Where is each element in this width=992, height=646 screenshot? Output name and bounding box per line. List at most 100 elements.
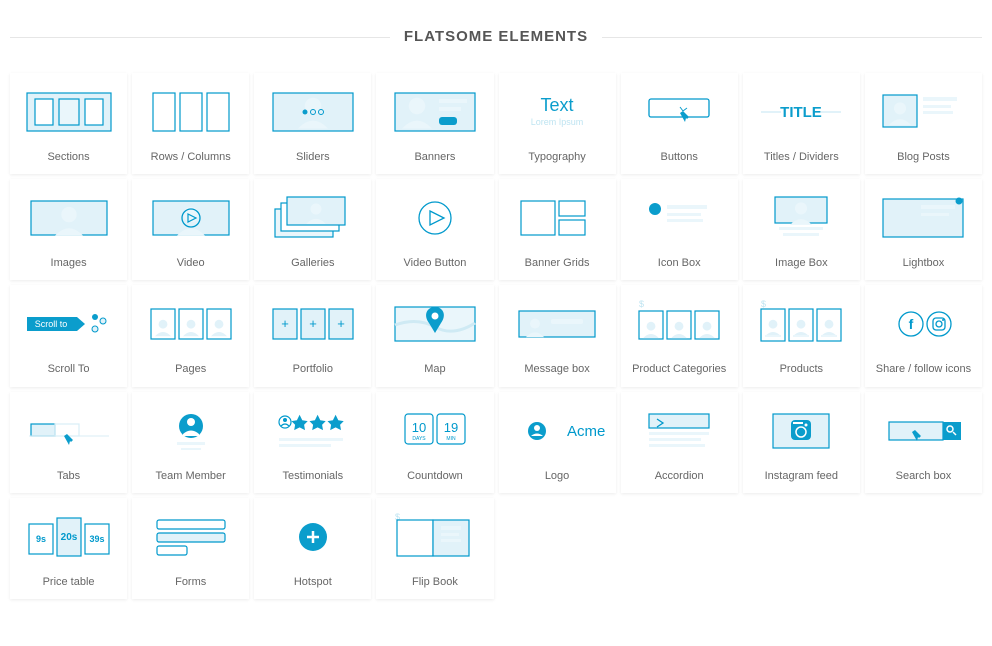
element-card-search-box[interactable]: Search box [865, 392, 982, 493]
element-card-flip-book[interactable]: $ Flip Book [376, 498, 493, 599]
element-card-scroll-to[interactable]: Scroll to Scroll To [10, 285, 127, 386]
elements-grid: Sections Rows / Columns Sliders Banners … [10, 73, 982, 599]
instagram-feed-icon [743, 392, 860, 464]
element-card-map[interactable]: Map [376, 285, 493, 386]
accordion-icon [621, 392, 738, 464]
card-label: Search box [892, 464, 956, 493]
element-card-sections[interactable]: Sections [10, 73, 127, 174]
card-label: Sliders [292, 145, 334, 174]
countdown-icon: 10 DAYS 19 MIN [376, 392, 493, 464]
svg-text:20s: 20s [60, 532, 77, 543]
svg-text:Text: Text [541, 95, 574, 115]
element-card-banners[interactable]: Banners [376, 73, 493, 174]
element-card-accordion[interactable]: Accordion [621, 392, 738, 493]
svg-text:19: 19 [444, 420, 458, 435]
portfolio-icon: + + + [254, 285, 371, 357]
element-card-price-table[interactable]: 9s 20s 39sPrice table [10, 498, 127, 599]
blog-posts-icon [865, 73, 982, 145]
card-label: Scroll To [44, 357, 94, 386]
tabs-icon [10, 392, 127, 464]
page-title: FLATSOME ELEMENTS [10, 28, 982, 45]
element-card-countdown[interactable]: 10 DAYS 19 MINCountdown [376, 392, 493, 493]
card-label: Titles / Dividers [760, 145, 843, 174]
element-card-portfolio[interactable]: + + +Portfolio [254, 285, 371, 386]
video-button-icon [376, 179, 493, 251]
sections-icon [10, 73, 127, 145]
svg-text:$: $ [761, 299, 766, 309]
svg-text:MIN: MIN [446, 436, 456, 442]
svg-text:f: f [909, 316, 914, 332]
card-label: Price table [39, 570, 99, 599]
element-card-banner-grids[interactable]: Banner Grids [499, 179, 616, 280]
element-card-sliders[interactable]: Sliders [254, 73, 371, 174]
svg-text:Lorem Ipsum: Lorem Ipsum [531, 117, 584, 127]
galleries-icon [254, 179, 371, 251]
card-label: Icon Box [654, 251, 705, 280]
share-follow-icons-icon: f [865, 285, 982, 357]
lightbox-icon [865, 179, 982, 251]
products-icon: $ [743, 285, 860, 357]
video-icon [132, 179, 249, 251]
element-card-tabs[interactable]: Tabs [10, 392, 127, 493]
element-card-blog-posts[interactable]: Blog Posts [865, 73, 982, 174]
svg-text:$: $ [639, 299, 644, 309]
card-label: Map [420, 357, 449, 386]
card-label: Products [776, 357, 827, 386]
element-card-instagram-feed[interactable]: Instagram feed [743, 392, 860, 493]
card-label: Blog Posts [893, 145, 954, 174]
card-label: Instagram feed [761, 464, 842, 493]
svg-text:+: + [309, 316, 317, 331]
team-member-icon [132, 392, 249, 464]
card-label: Testimonials [279, 464, 348, 493]
element-card-video[interactable]: Video [132, 179, 249, 280]
icon-box-icon [621, 179, 738, 251]
element-card-forms[interactable]: Forms [132, 498, 249, 599]
price-table-icon: 9s 20s 39s [10, 498, 127, 570]
card-label: Banner Grids [521, 251, 594, 280]
element-card-video-button[interactable]: Video Button [376, 179, 493, 280]
card-label: Galleries [287, 251, 338, 280]
element-card-buttons[interactable]: Buttons [621, 73, 738, 174]
card-label: Logo [541, 464, 573, 493]
card-label: Images [47, 251, 91, 280]
element-card-product-categories[interactable]: $ Product Categories [621, 285, 738, 386]
titles-dividers-icon: TITLE [743, 73, 860, 145]
typography-icon: Text Lorem Ipsum [499, 73, 616, 145]
element-card-team-member[interactable]: Team Member [132, 392, 249, 493]
element-card-icon-box[interactable]: Icon Box [621, 179, 738, 280]
element-card-pages[interactable]: Pages [132, 285, 249, 386]
sliders-icon [254, 73, 371, 145]
svg-text:Acme: Acme [567, 423, 605, 440]
card-label: Pages [171, 357, 210, 386]
card-label: Share / follow icons [872, 357, 975, 386]
svg-text:DAYS: DAYS [412, 436, 426, 442]
svg-text:9s: 9s [36, 534, 46, 544]
card-label: Hotspot [290, 570, 336, 599]
element-card-image-box[interactable]: Image Box [743, 179, 860, 280]
scroll-to-icon: Scroll to [10, 285, 127, 357]
element-card-logo[interactable]: Acme Logo [499, 392, 616, 493]
svg-text:39s: 39s [89, 534, 104, 544]
element-card-testimonials[interactable]: Testimonials [254, 392, 371, 493]
image-box-icon [743, 179, 860, 251]
element-card-lightbox[interactable]: Lightbox [865, 179, 982, 280]
element-card-products[interactable]: $ Products [743, 285, 860, 386]
element-card-message-box[interactable]: Message box [499, 285, 616, 386]
svg-text:TITLE: TITLE [780, 104, 822, 121]
card-label: Sections [43, 145, 93, 174]
element-card-rows-columns[interactable]: Rows / Columns [132, 73, 249, 174]
svg-text:10: 10 [412, 420, 426, 435]
element-card-images[interactable]: Images [10, 179, 127, 280]
card-label: Video [173, 251, 209, 280]
banners-icon [376, 73, 493, 145]
testimonials-icon [254, 392, 371, 464]
logo-icon: Acme [499, 392, 616, 464]
card-label: Flip Book [408, 570, 462, 599]
svg-text:Scroll to: Scroll to [34, 319, 67, 329]
element-card-share-follow-icons[interactable]: f Share / follow icons [865, 285, 982, 386]
card-label: Message box [520, 357, 593, 386]
element-card-galleries[interactable]: Galleries [254, 179, 371, 280]
element-card-hotspot[interactable]: Hotspot [254, 498, 371, 599]
element-card-titles-dividers[interactable]: TITLE Titles / Dividers [743, 73, 860, 174]
element-card-typography[interactable]: Text Lorem IpsumTypography [499, 73, 616, 174]
